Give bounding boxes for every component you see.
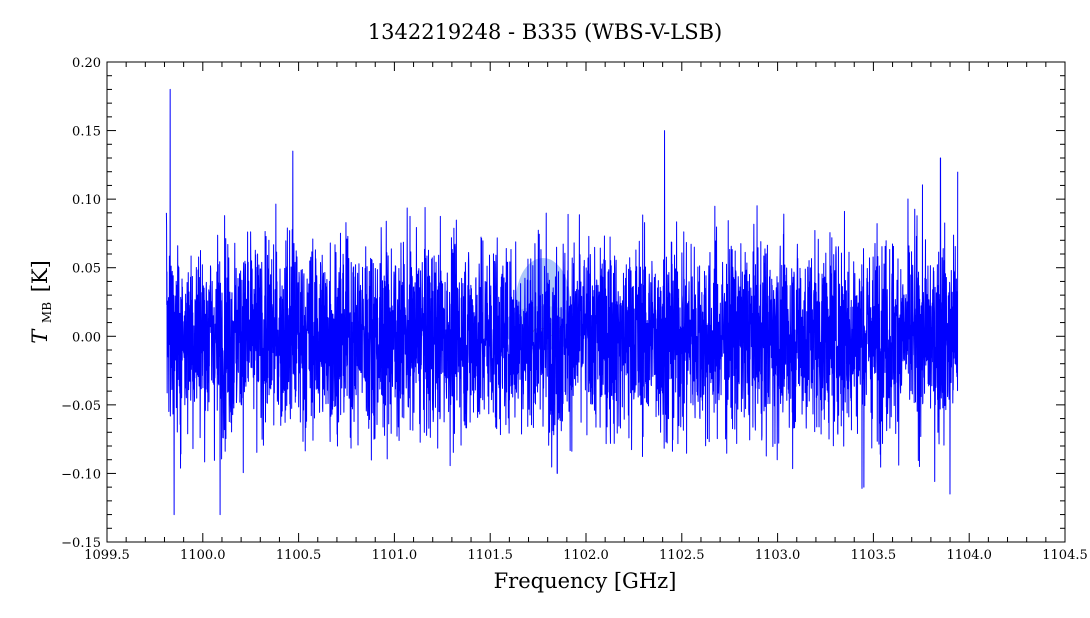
y-axis-label-symbol: T bbox=[28, 328, 52, 344]
svg-text:T MB [K]: T MB [K] bbox=[28, 260, 56, 344]
y-tick-label: −0.05 bbox=[61, 399, 101, 414]
y-tick-label: 0.15 bbox=[72, 125, 101, 140]
x-tick-label: 1099.5 bbox=[84, 548, 130, 563]
chart-title: 1342219248 - B335 (WBS-V-LSB) bbox=[368, 20, 722, 44]
x-axis-label: Frequency [GHz] bbox=[494, 569, 677, 593]
y-tick-label: −0.15 bbox=[61, 536, 101, 551]
y-tick-label: 0.10 bbox=[72, 193, 101, 208]
y-axis-label: T MB [K] bbox=[28, 260, 56, 344]
y-tick-label: −0.10 bbox=[61, 467, 101, 482]
spectrum-line bbox=[165, 88, 959, 516]
y-axis-ticks: −0.15 −0.10 −0.05 0.00 0.05 0.10 0.15 0.20 bbox=[61, 56, 1065, 551]
x-tick-label: 1100.5 bbox=[276, 548, 322, 563]
x-tick-label: 1103.5 bbox=[851, 548, 897, 563]
y-axis-label-subscript: MB bbox=[40, 302, 54, 323]
x-tick-label: 1101.5 bbox=[467, 548, 513, 563]
x-tick-label: 1102.0 bbox=[563, 548, 609, 563]
x-tick-label: 1100.0 bbox=[180, 548, 226, 563]
x-tick-label: 1104.5 bbox=[1042, 548, 1088, 563]
y-tick-label: 0.00 bbox=[72, 330, 101, 345]
x-tick-label: 1101.0 bbox=[372, 548, 418, 563]
x-tick-label: 1104.0 bbox=[946, 548, 992, 563]
y-axis-label-unit: [K] bbox=[28, 260, 52, 292]
y-tick-label: 0.05 bbox=[72, 262, 101, 277]
x-axis-ticks: 1099.5 1100.0 1100.5 1101.0 1101.5 1102.0 1102… bbox=[84, 62, 1088, 563]
x-tick-label: 1102.5 bbox=[659, 548, 705, 563]
y-tick-label: 0.20 bbox=[72, 56, 101, 71]
spectrum-series bbox=[165, 88, 959, 516]
x-tick-label: 1103.0 bbox=[755, 548, 801, 563]
